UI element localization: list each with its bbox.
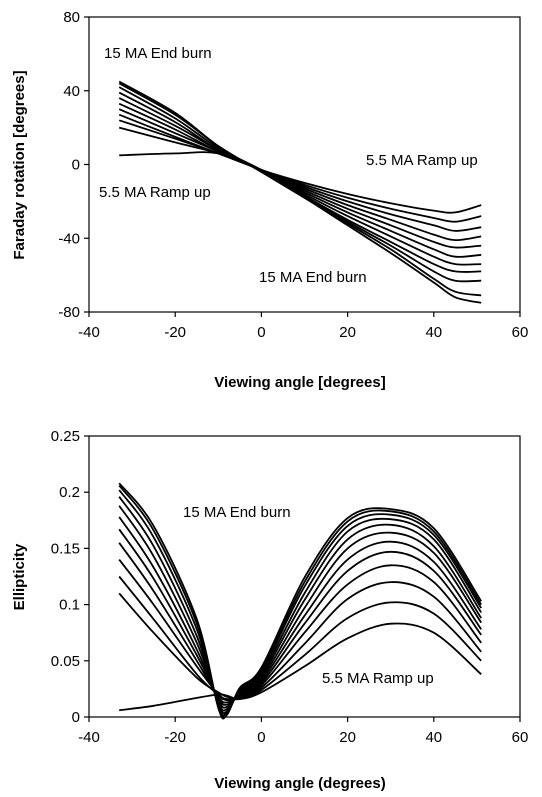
series-line-6 [118,102,482,258]
series-line-6 [118,528,482,706]
annotation-label: 15 MA End burn [259,269,367,286]
series-line-11 [118,80,482,304]
annotation-label: 5.5 MA Ramp up [366,152,478,169]
x-tick-label: 0 [257,729,265,746]
x-axis-label: Viewing angle (degrees) [214,775,385,792]
x-tick-label: 20 [339,324,356,341]
x-tick-label: 60 [512,729,529,746]
series-line-11 [118,484,482,718]
chart-panel-2: 0.25 0.2 0.15 0.1 0.05 0 -40 -20 0 20 40 60 Viewing … [11,428,528,792]
x-tick-label: 60 [512,324,529,341]
series-line-3 [118,575,482,701]
y-tick-label: 0.2 [59,484,80,501]
y-tick-label: 80 [63,9,80,26]
annotation-label: 5.5 MA Ramp up [99,184,211,201]
y-tick-label: -40 [58,230,80,247]
series-line-9 [118,86,482,283]
series-line-2 [118,126,482,223]
x-tick-label: -40 [78,729,100,746]
series-line-12 [118,482,482,720]
series-line-5 [118,542,482,704]
series-line-2 [118,592,482,701]
y-tick-label: 0.15 [51,540,80,557]
plot-frame [88,435,521,718]
annotation-label: 15 MA End burn [104,45,212,62]
y-tick-label: 0 [72,709,80,726]
x-axis-label: Viewing angle [degrees] [214,374,385,391]
x-tick-label: -20 [164,729,186,746]
y-tick-label: 40 [63,83,80,100]
y-tick-label: 0.25 [51,428,80,445]
series-line-10 [118,489,482,717]
x-tick-label: -20 [164,324,186,341]
series-line-1 [119,151,482,214]
x-tick-label: 20 [339,729,356,746]
series-line-5 [118,108,482,249]
y-axis-label: Ellipticity [11,543,28,610]
annotation-label: 5.5 MA Ramp up [322,670,434,687]
series-line-9 [118,496,482,714]
y-tick-label: 0.05 [51,653,80,670]
series-line-8 [118,505,482,712]
x-tick-label: -40 [78,324,100,341]
series-line-7 [118,516,482,709]
x-tick-label: 40 [425,324,442,341]
annotation-label: 15 MA End burn [183,504,291,521]
y-tick-label: 0.1 [59,597,80,614]
x-tick-label: 0 [257,324,265,341]
series-line-7 [118,97,482,266]
series-line-4 [118,559,482,702]
x-tick-label: 40 [425,729,442,746]
series-line-4 [118,113,482,242]
chart-panel-1: 80 40 0 -40 -80 -40 -20 0 20 40 60 Viewing angle [d… [11,9,528,391]
y-tick-label: 0 [72,157,80,174]
y-axis-label: Faraday rotation [degrees] [11,70,28,259]
y-tick-label: -80 [58,304,80,321]
